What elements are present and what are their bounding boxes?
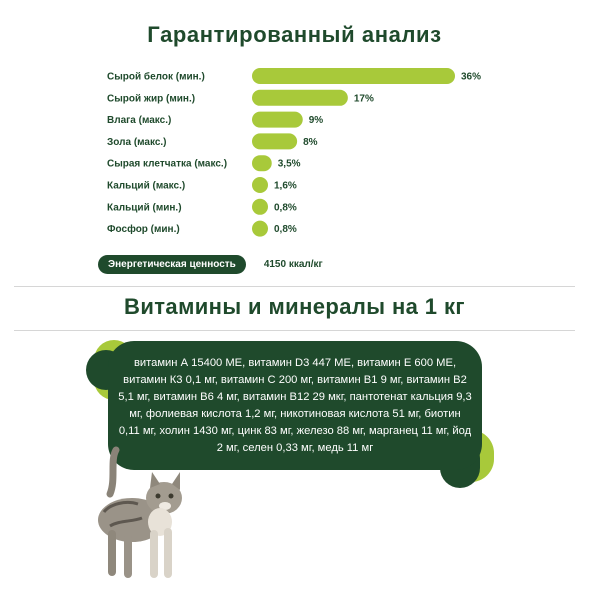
bar-category-label: Влага (макс.)	[107, 115, 171, 126]
bar-category-label: Фосфор (мин.)	[107, 223, 180, 235]
bar-value-label: 9%	[309, 115, 324, 126]
divider-top	[14, 286, 575, 287]
bar-category-label: Сырой белок (мин.)	[107, 71, 205, 83]
bar-value-label: 17%	[354, 93, 374, 104]
energy-value: 4150 ккал/кг	[263, 259, 323, 270]
bar-category-label: Зола (макс.)	[107, 137, 167, 148]
bar	[252, 68, 455, 84]
bar	[252, 89, 348, 106]
bar-value-label: 8%	[303, 137, 318, 148]
bar-category-label: Сырой жир (мин.)	[107, 93, 195, 104]
vitamins-box: витамин А 15400 МЕ, витамин D3 447 МЕ, в…	[108, 341, 482, 470]
cat-image	[98, 446, 182, 578]
bar	[252, 177, 268, 193]
divider-bottom	[14, 330, 575, 331]
bar-category-label: Кальций (макс.)	[107, 181, 185, 192]
analysis-bar-chart: Сырой белок (мин.) 36% Сырой жир (мин.) 17%…	[107, 68, 481, 237]
bar	[252, 220, 268, 237]
bar	[252, 198, 268, 215]
bar-value-label: 36%	[461, 72, 481, 83]
bar	[252, 155, 272, 172]
vitamins-title: Витамины и минералы на 1 кг	[124, 294, 465, 319]
bar-value-label: 0,8%	[274, 224, 297, 235]
bar-value-label: 3,5%	[278, 159, 301, 170]
energy-label: Энергетическая ценность	[98, 255, 246, 274]
bar	[252, 133, 298, 150]
bar	[252, 111, 303, 128]
vitamins-text: витамин А 15400 МЕ, витамин D3 447 МЕ, в…	[118, 356, 472, 454]
energy-row: Энергетическая ценность 4150 ккал/кг	[98, 255, 323, 274]
analysis-title: Гарантированный анализ	[147, 22, 442, 47]
bar-value-label: 1,6%	[274, 181, 297, 192]
bar-category-label: Сырая клетчатка (макс.)	[107, 159, 227, 170]
bar-value-label: 0,8%	[274, 202, 297, 213]
bar-category-label: Кальций (мин.)	[107, 202, 182, 213]
